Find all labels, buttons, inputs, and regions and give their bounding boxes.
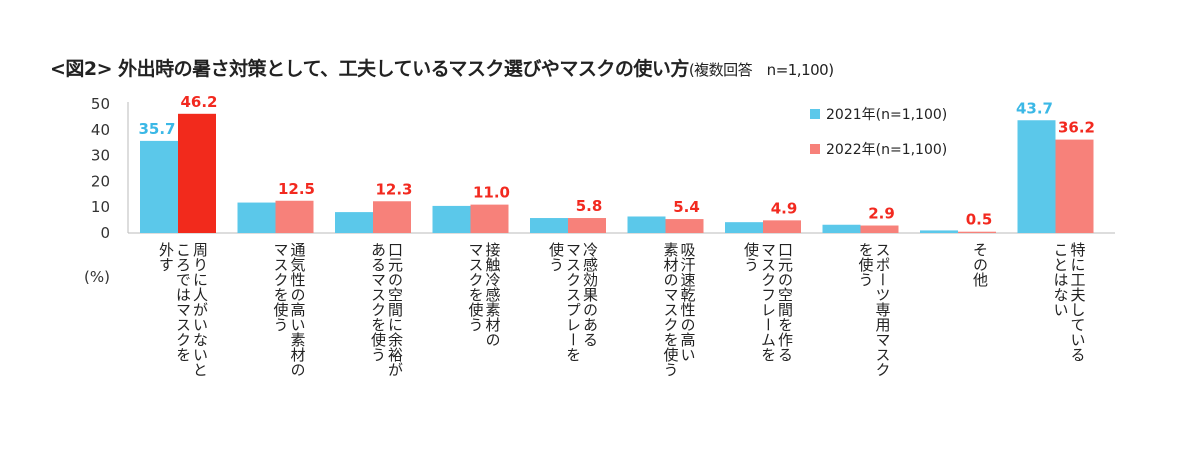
- bar-2021: [627, 216, 666, 233]
- bar-2022: [1055, 139, 1094, 233]
- category-label: マスクスプレーを: [564, 242, 582, 362]
- y-tick-label: 40: [91, 121, 110, 139]
- legend-label: 2021年(n=1,100): [826, 107, 947, 123]
- category-label: ころではマスクを: [174, 242, 192, 362]
- bar-2022: [275, 200, 314, 233]
- category-label: マスクを使う: [272, 242, 290, 332]
- category-label: マスクを使う: [467, 242, 485, 332]
- y-tick-label: 50: [91, 95, 110, 113]
- chart-title-sub: (複数回答 n=1,100): [688, 61, 834, 79]
- bar-2021: [725, 222, 763, 233]
- bar-2021: [920, 230, 958, 233]
- y-tick-label: 10: [91, 198, 110, 216]
- y-axis-unit-label: (%): [84, 268, 110, 286]
- bar-2022: [958, 231, 996, 233]
- category-label: 口元の空間を作る: [776, 242, 794, 362]
- category-label: 使う: [742, 242, 760, 272]
- y-tick-label: 30: [91, 147, 110, 165]
- bar-2022: [568, 218, 606, 233]
- bar-2022: [178, 113, 216, 233]
- category-label: 通気性の高い素材の: [289, 242, 307, 377]
- bar-2022: [860, 225, 899, 233]
- bar-2021: [1017, 120, 1056, 233]
- category-label: 口元の空間に余裕が: [386, 242, 404, 377]
- data-label: 2.9: [868, 205, 895, 223]
- category-label: 吸汗速乾性の高い: [679, 242, 697, 362]
- bar-2021: [237, 202, 276, 233]
- chart-title-main: <図2> 外出時の暑さ対策として、工夫しているマスク選びやマスクの使い方: [50, 58, 689, 80]
- bar-2021: [432, 205, 471, 233]
- data-label: 12.3: [375, 180, 412, 198]
- data-label: 43.7: [1016, 99, 1053, 117]
- bar-2021: [530, 218, 568, 233]
- category-label: その他: [971, 242, 989, 288]
- bar-2022: [665, 219, 704, 233]
- legend-swatch: [810, 144, 820, 154]
- bar-2022: [763, 220, 801, 233]
- data-label: 4.9: [771, 199, 798, 217]
- bar-2022: [373, 201, 411, 233]
- data-label: 0.5: [966, 211, 993, 229]
- bar-2021: [822, 224, 861, 233]
- data-label: 12.5: [278, 180, 315, 198]
- y-tick-label: 0: [100, 224, 110, 242]
- category-label: 接触冷感素材の: [484, 242, 502, 347]
- chart-title: <図2> 外出時の暑さ対策として、工夫しているマスク選びやマスクの使い方(複数回…: [50, 54, 834, 81]
- category-label: 外す: [157, 242, 175, 272]
- data-label: 5.4: [673, 198, 700, 216]
- data-label: 11.0: [473, 184, 510, 202]
- category-label: 周りに人がいないと: [191, 242, 209, 377]
- category-label: 素材のマスクを使う: [662, 242, 680, 377]
- category-label: 特に工夫している: [1069, 242, 1087, 362]
- data-label: 5.8: [576, 197, 603, 215]
- category-label: を使う: [857, 242, 875, 287]
- category-label: スポーツ専用マスク: [874, 242, 892, 377]
- y-tick-label: 20: [91, 172, 110, 190]
- bar-2021: [335, 212, 373, 233]
- data-label: 35.7: [138, 120, 175, 138]
- category-label: ことはない: [1052, 242, 1070, 317]
- data-label: 46.2: [180, 93, 217, 111]
- category-label: 冷感効果のある: [581, 242, 599, 347]
- legend-label: 2022年(n=1,100): [826, 142, 947, 158]
- category-label: マスクフレームを: [759, 242, 777, 362]
- data-label: 36.2: [1058, 119, 1095, 137]
- category-label: あるマスクを使う: [369, 242, 387, 362]
- category-label: 使う: [547, 242, 565, 272]
- bar-2021: [140, 140, 178, 233]
- bar-2022: [470, 204, 509, 233]
- legend-swatch: [810, 109, 820, 119]
